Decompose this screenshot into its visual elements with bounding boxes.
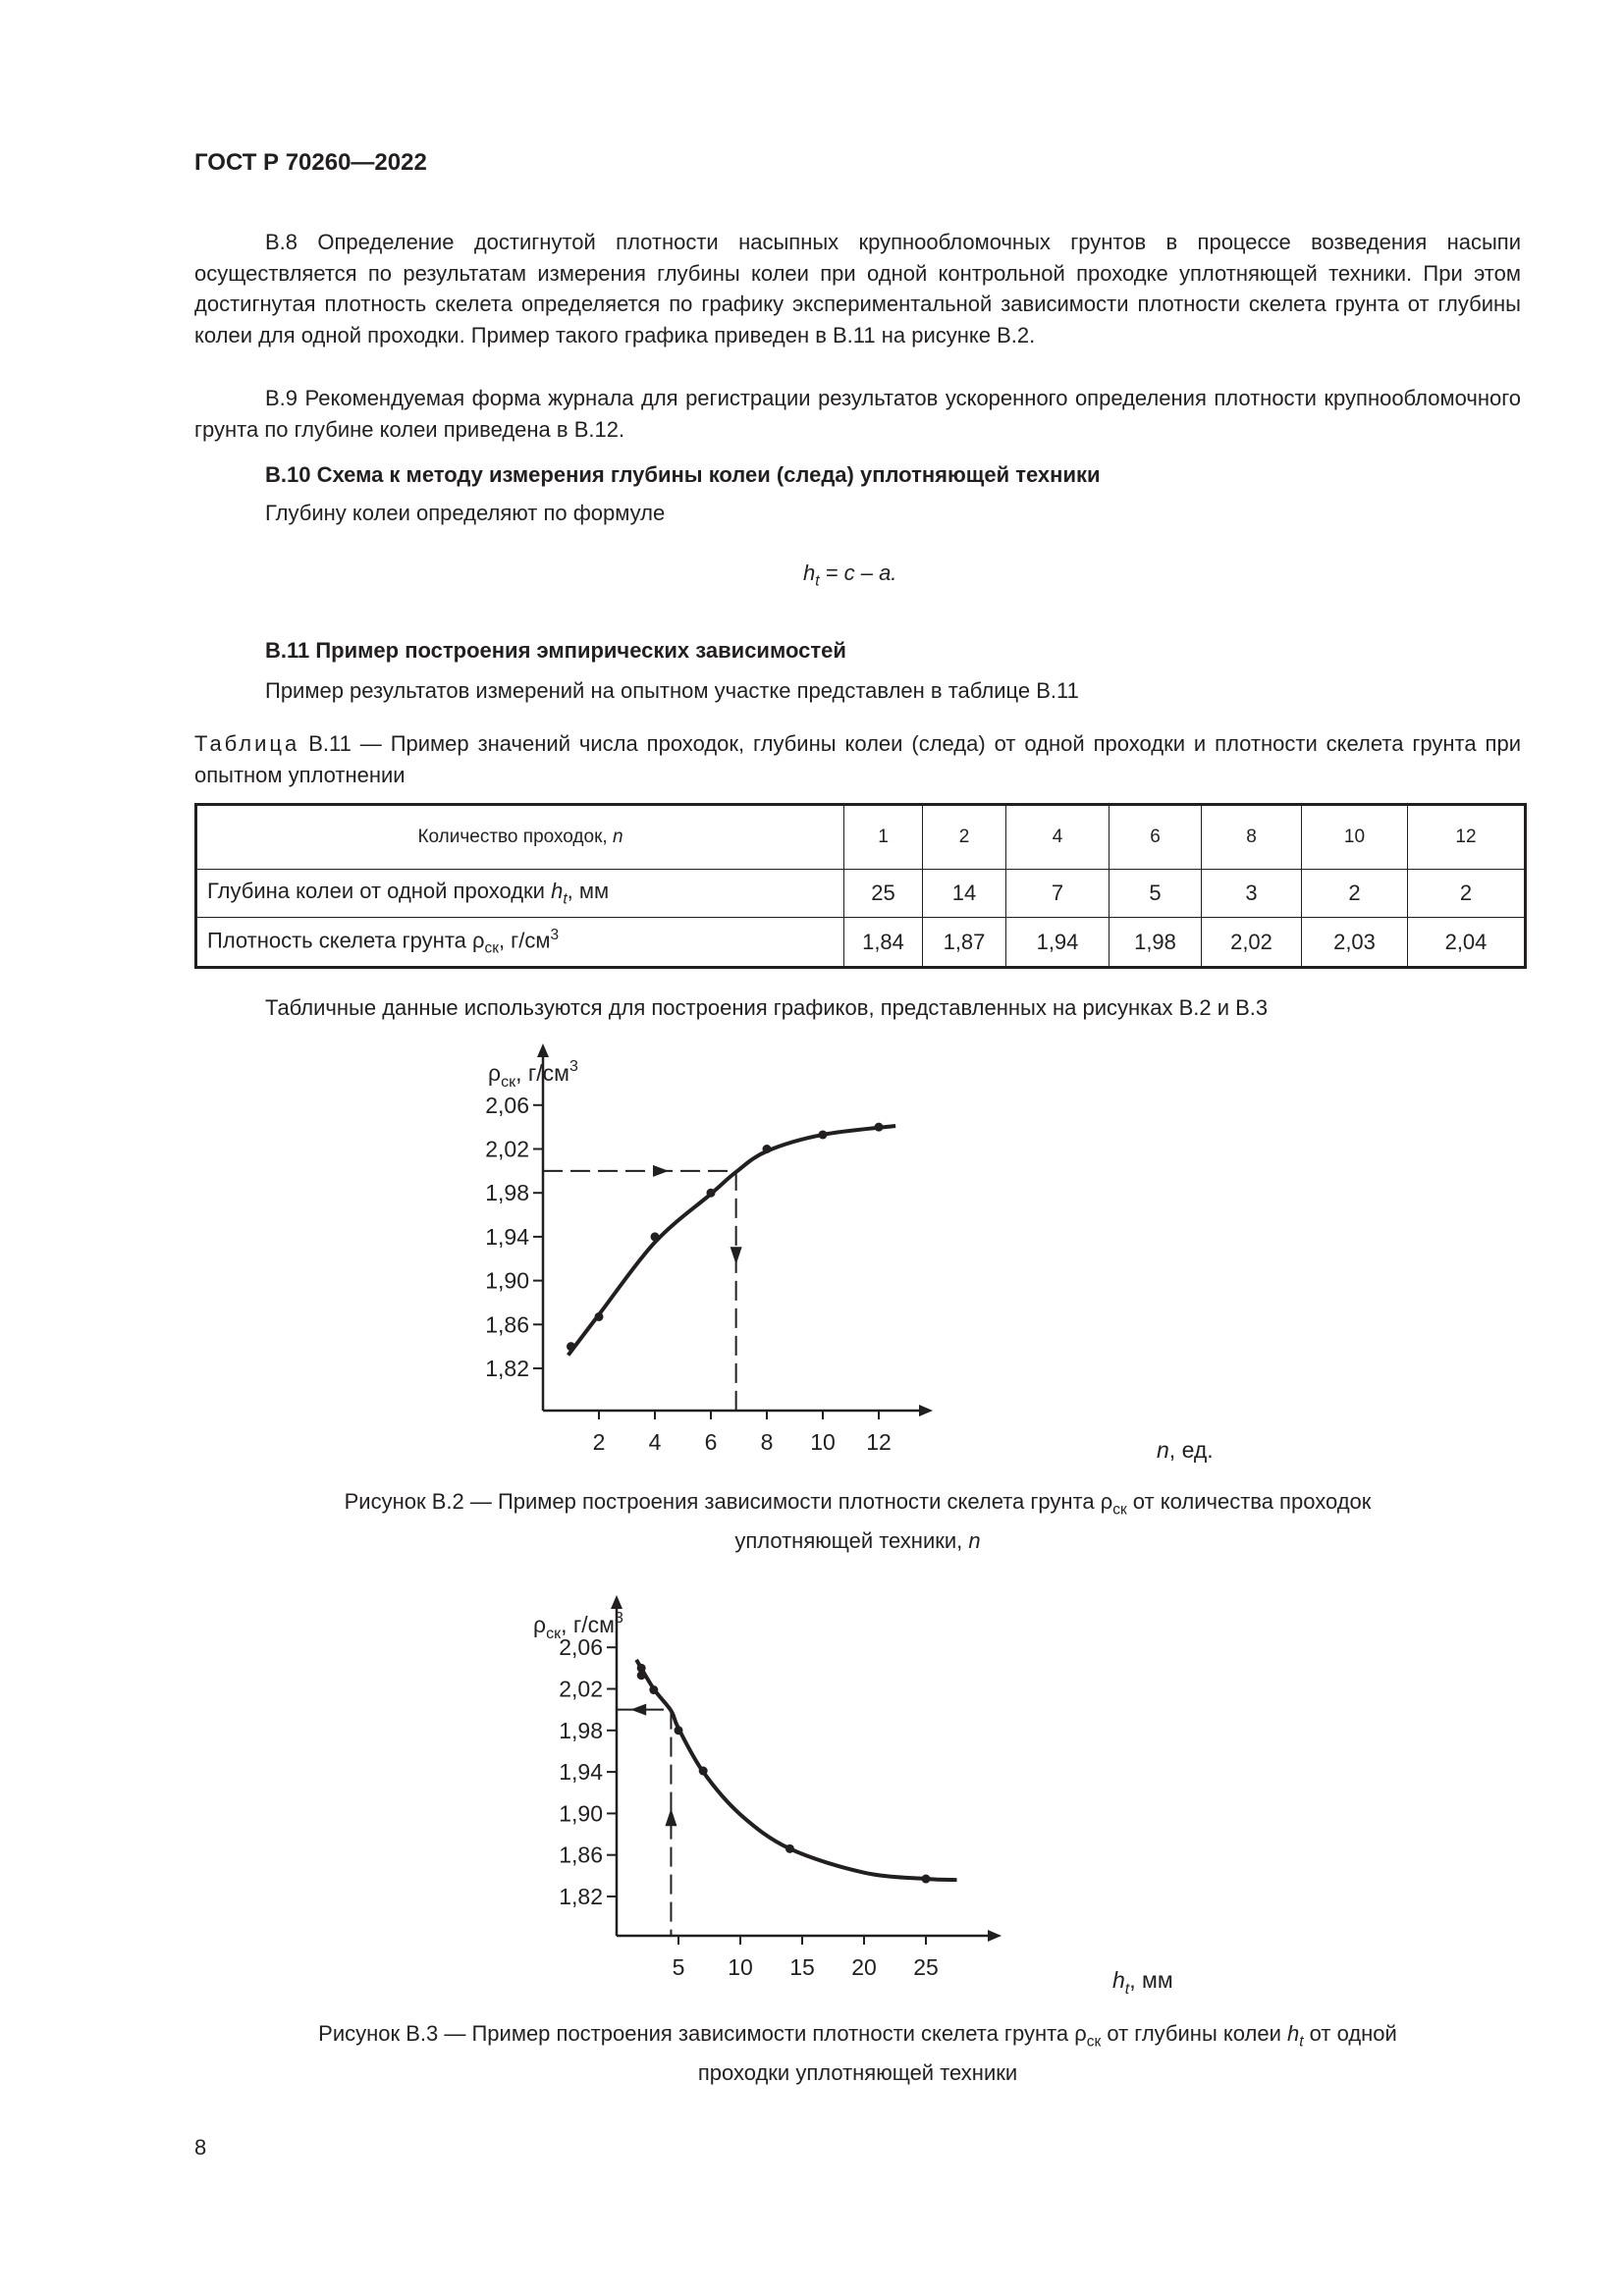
fit-curve — [567, 1124, 896, 1357]
y-tick-label: 1,94 — [485, 1224, 529, 1250]
table-cell: 10 — [1301, 804, 1408, 870]
table-cell: 14 — [922, 869, 1006, 918]
formula-rest: = c – a. — [819, 561, 897, 585]
formula: ht = c – a. — [803, 558, 896, 597]
table-caption: Таблица В.11 — Пример значений числа про… — [194, 728, 1521, 790]
figure-b3-caption: Рисунок В.3 — Пример построения зависимо… — [318, 2021, 1397, 2085]
paragraph-after-table: Табличные данные используются для постро… — [265, 995, 1269, 1020]
table-cell: 2,03 — [1301, 917, 1408, 968]
guide-arrow-left — [630, 1703, 647, 1716]
heading-b11: В.11 Пример построения эмпирических зави… — [265, 638, 846, 663]
table-cell: 8 — [1201, 804, 1302, 870]
page-number: 8 — [194, 2135, 207, 2160]
document-header: ГОСТ Р 70260—2022 — [194, 149, 427, 176]
x-tick-label: 8 — [761, 1429, 774, 1455]
paragraph-b9: В.9 Рекомендуемая форма журнала для реги… — [194, 386, 1521, 442]
table-cell: 2,02 — [1201, 917, 1302, 968]
data-point — [706, 1188, 716, 1198]
data-point — [762, 1145, 772, 1153]
row-label-depth: Глубина колеи от одной проходки ht, мм — [195, 869, 844, 918]
data-point — [921, 1874, 931, 1884]
data-point — [818, 1130, 828, 1140]
paragraph-b11: Пример результатов измерений на опытном … — [265, 678, 1079, 703]
data-point — [674, 1726, 683, 1735]
table-cell: 1 — [843, 804, 923, 870]
y-axis-arrow — [611, 1595, 623, 1609]
chart-1: 2 4 6 8 10 12 1,82 1,86 1,90 1,94 1,98 2,02 2,06ρск,… — [485, 1043, 1214, 1463]
y-axis-label: ρск, г/см3 — [488, 1058, 578, 1091]
data-point — [698, 1766, 708, 1776]
table-cell: 1,94 — [1005, 917, 1110, 968]
y-tick-label: 1,86 — [485, 1311, 529, 1337]
data-point — [594, 1311, 604, 1321]
x-tick-label: 10 — [810, 1429, 836, 1455]
y-axis-arrow — [537, 1043, 549, 1057]
data-point — [636, 1663, 646, 1673]
y-tick-label: 1,98 — [485, 1180, 529, 1205]
x-tick-label: 4 — [649, 1429, 662, 1455]
table-cell: 1,87 — [922, 917, 1006, 968]
y-tick-label: 2,02 — [559, 1677, 603, 1702]
y-tick-label: 2,06 — [559, 1634, 603, 1660]
data-point — [874, 1122, 884, 1132]
data-point — [785, 1843, 794, 1853]
guide-arrow-up — [665, 1808, 677, 1827]
figure-b2-caption: Рисунок В.2 — Пример построения зависимо… — [344, 1489, 1372, 1553]
table-cell: 2 — [1301, 869, 1408, 918]
table-cell: 12 — [1407, 804, 1526, 870]
x-tick-label: 25 — [913, 1954, 939, 1980]
x-tick-label: 10 — [728, 1954, 753, 1980]
x-tick-label: 6 — [705, 1429, 718, 1455]
table-cell: 2,04 — [1407, 917, 1526, 968]
y-tick-label: 2,06 — [485, 1093, 529, 1118]
data-point — [636, 1671, 646, 1681]
x-tick-label: 20 — [851, 1954, 877, 1980]
x-tick-label: 5 — [673, 1954, 685, 1980]
table-cell: 3 — [1201, 869, 1302, 918]
chart-2: 5 10 15 20 251,821,861,901,941,982,022,06ρск… — [533, 1595, 1173, 1998]
table-cell: 7 — [1005, 869, 1110, 918]
table-header-row: Количество проходок, n 1 2 4 6 8 10 12 — [195, 804, 1526, 870]
paragraph-b8: В.8 Определение достигнутой плотности на… — [194, 230, 1521, 347]
table-row: Глубина колеи от одной проходки ht, мм 2… — [195, 869, 1526, 918]
x-tick-label: 12 — [866, 1429, 892, 1455]
data-point — [650, 1232, 660, 1242]
guide-arrow-right — [652, 1164, 669, 1177]
y-tick-label: 1,98 — [559, 1718, 603, 1743]
x-tick-label: 2 — [593, 1429, 606, 1455]
y-tick-label: 1,94 — [559, 1759, 603, 1785]
table-row: Плотность скелета грунта ρск, г/см3 1,84… — [195, 917, 1526, 968]
formula-sub: t — [815, 572, 820, 590]
table-caption-text: В.11 — Пример значений числа проходок, г… — [194, 731, 1521, 787]
formula-h: h — [803, 561, 816, 585]
y-tick-label: 1,86 — [559, 1842, 603, 1868]
paragraph-b10: Глубину колеи определяют по формуле — [265, 501, 666, 525]
data-point — [567, 1342, 575, 1352]
data-point — [649, 1685, 659, 1695]
table-cell: 1,84 — [843, 917, 923, 968]
row-label-density: Плотность скелета грунта ρск, г/см3 — [195, 917, 844, 968]
header-label: Количество проходок, n — [195, 804, 844, 870]
data-table: Количество проходок, n 1 2 4 6 8 10 12 Г… — [194, 803, 1527, 969]
table-cell: 1,98 — [1109, 917, 1202, 968]
guide-arrow-down — [730, 1247, 742, 1265]
x-axis-label: n, ед. — [1157, 1437, 1214, 1463]
table-caption-prefix: Таблица — [194, 731, 300, 756]
y-tick-label: 1,82 — [485, 1356, 529, 1381]
x-axis-arrow — [988, 1930, 1001, 1942]
y-tick-label: 1,90 — [559, 1800, 603, 1826]
fit-curve — [634, 1658, 957, 1883]
x-tick-label: 15 — [789, 1954, 815, 1980]
y-tick-label: 2,02 — [485, 1137, 529, 1162]
y-tick-label: 1,90 — [485, 1268, 529, 1294]
x-axis-label: ht, мм — [1112, 1967, 1173, 1998]
y-tick-label: 1,82 — [559, 1884, 603, 1909]
heading-b10: В.10 Схема к методу измерения глубины ко… — [265, 462, 1101, 487]
table-cell: 6 — [1109, 804, 1202, 870]
x-axis-arrow — [919, 1405, 933, 1416]
